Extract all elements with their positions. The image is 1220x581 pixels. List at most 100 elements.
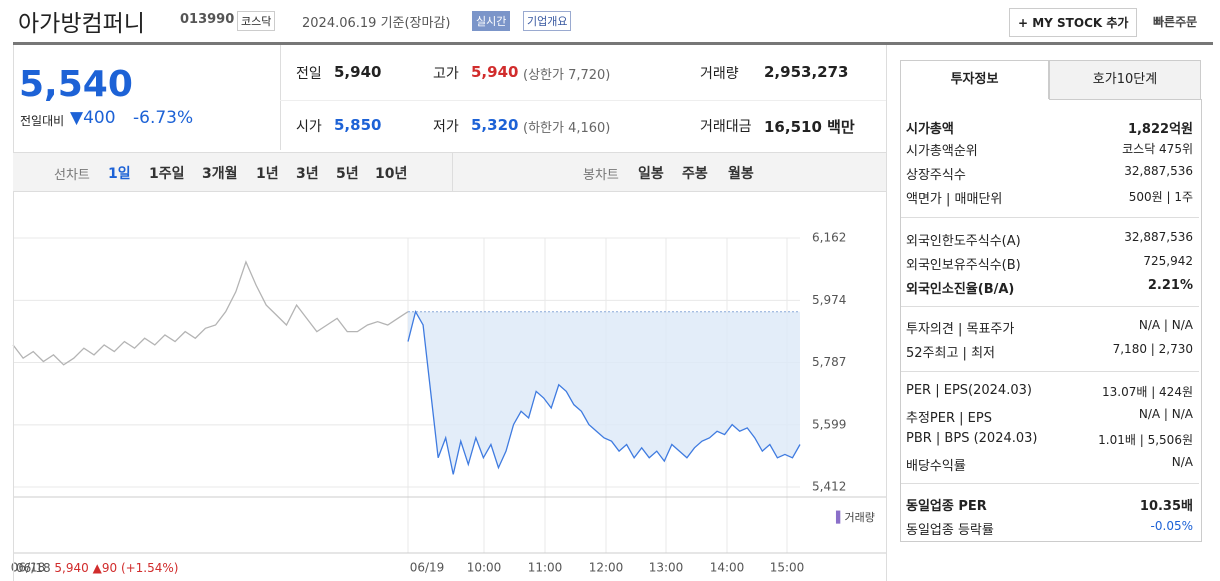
y-tick-label: 6,162 (812, 231, 846, 245)
x-tick-label: 15:00 (770, 561, 805, 575)
candle-button[interactable]: 월봉 (728, 166, 754, 182)
summary-value: 2,953,273 (764, 63, 849, 81)
y-tick-label: 5,412 (812, 480, 846, 494)
info-value: 10.35배 (1139, 499, 1193, 514)
period-button[interactable]: 1주일 (149, 166, 185, 182)
candle-button[interactable]: 주봉 (682, 166, 708, 182)
x-tick-label: 14:00 (710, 561, 745, 575)
volume-label-text: 거래량 (844, 511, 875, 524)
info-row: 추정PER | EPS N/A | N/A (906, 407, 1193, 427)
info-row: 투자의견 | 목표주가 N/A | N/A (906, 318, 1193, 338)
info-label: 외국인보유주식수(B) (906, 258, 1021, 273)
summary-extra: (하한가 4,160) (523, 121, 611, 136)
chart: 5,412 5,599 5,787 5,974 6,162 06/18 06/19 10:00… (11, 231, 887, 575)
summary-box (280, 45, 887, 150)
summary-value: 5,850 (334, 116, 382, 134)
toolbar-label: 선차트 (54, 168, 90, 183)
current-price: 5,540 (19, 64, 133, 105)
info-label: 투자의견 | 목표주가 (906, 322, 1015, 337)
summary-label: 고가 (433, 66, 459, 82)
realtime-button[interactable]: 실시간 (472, 11, 511, 31)
toolbar-label: 봉차트 (583, 168, 619, 183)
y-tick-label: 5,974 (812, 293, 846, 307)
side-sep (901, 217, 1199, 218)
info-value: 7,180 | 2,730 (1112, 342, 1193, 356)
summary-label: 전일 (296, 66, 322, 82)
period-button[interactable]: 1년 (256, 166, 279, 182)
summary-label: 거래대금 (700, 119, 752, 135)
side-sep (901, 483, 1199, 484)
info-row: 외국인소진율(B/A) 2.21% (906, 278, 1193, 298)
quick-order[interactable]: 빠른주문 (1153, 15, 1198, 29)
period-button[interactable]: 1일 (108, 166, 131, 182)
candle-button[interactable]: 일봉 (638, 166, 664, 182)
info-value: N/A | N/A (1138, 407, 1193, 421)
info-row: PER | EPS(2024.03) 13.07배 | 424원 (906, 383, 1193, 403)
summary-label: 거래량 (700, 66, 739, 82)
info-row: 외국인한도주식수(A) 32,887,536 (906, 230, 1193, 250)
info-value: -0.05% (1150, 519, 1193, 533)
toolbar-sep (452, 152, 453, 192)
info-label: 액면가 | 매매단위 (906, 192, 1003, 207)
info-value: 32,887,536 (1124, 230, 1193, 244)
info-row: 동일업종 등락률 -0.05% (906, 519, 1193, 539)
summary-label: 시가 (296, 119, 322, 135)
info-value: N/A (1171, 455, 1193, 469)
toolbar (13, 152, 886, 192)
change: ▼400 (70, 108, 116, 128)
info-label: 시가총액 (906, 122, 954, 137)
summary-value: 5,320 (471, 116, 519, 134)
info-value: 1.01배 | 5,506원 (1098, 433, 1193, 447)
info-label: PBR | BPS (2024.03) (906, 431, 1038, 446)
info-value: 2.21% (1147, 278, 1193, 293)
info-row: 시가총액순위 코스닥 475위 (906, 140, 1193, 160)
info-label: 동일업종 등락률 (906, 523, 994, 538)
period-button[interactable]: 3년 (296, 166, 319, 182)
info-value: 32,887,536 (1124, 164, 1193, 178)
info-row: 배당수익률 N/A (906, 455, 1193, 475)
info-label: PER | EPS(2024.03) (906, 383, 1032, 398)
period-button[interactable]: 10년 (375, 166, 408, 182)
info-label: 52주최고 | 최저 (906, 346, 995, 361)
y-tick-label: 5,787 (812, 355, 846, 369)
x-tick-label: 12:00 (589, 561, 624, 575)
price-line (407, 309, 801, 475)
divider (13, 42, 1213, 45)
market-badge: 코스닥 (237, 11, 276, 31)
overview-button[interactable]: 기업개요 (523, 11, 572, 31)
footer: 06/18 5,940 ▲90 (+1.54%) (16, 561, 178, 575)
info-value: 13.07배 | 424원 (1101, 385, 1193, 399)
side-sep (901, 306, 1199, 307)
x-tick-label: 06/18 (11, 561, 46, 575)
info-label: 시가총액순위 (906, 144, 978, 159)
summary-value: 5,940 (471, 63, 519, 81)
summary-value: 16,510 백만 (764, 118, 855, 136)
footer-rate: (+1.54%) (120, 561, 179, 575)
date: 2024.06.19 기준(장마감) (302, 16, 451, 31)
period-button[interactable]: 3개월 (202, 166, 238, 182)
tab[interactable]: 호가10단계 (1049, 60, 1201, 100)
info-label: 상장주식수 (906, 168, 966, 183)
info-row: PBR | BPS (2024.03) 1.01배 | 5,506원 (906, 431, 1193, 451)
x-tick-label: 13:00 (649, 561, 684, 575)
change-rate: -6.73% (133, 108, 194, 128)
info-row: 외국인보유주식수(B) 725,942 (906, 254, 1193, 274)
summary-value: 5,940 (334, 63, 382, 81)
info-row: 액면가 | 매매단위 500원 | 1주 (906, 188, 1193, 208)
main-panel (13, 45, 887, 581)
change-label: 전일대비 (20, 114, 65, 128)
footer-price: 5,940 (54, 561, 89, 575)
info-value: 1,822억원 (1127, 122, 1193, 137)
info-value: 725,942 (1143, 254, 1193, 268)
side-panel (900, 99, 1202, 542)
y-tick-label: 5,599 (812, 417, 846, 431)
period-button[interactable]: 5년 (336, 166, 359, 182)
info-label: 외국인한도주식수(A) (906, 234, 1021, 249)
info-value: 코스닥 475위 (1122, 142, 1193, 156)
tab-active[interactable]: 투자정보 (900, 60, 1049, 99)
x-tick-label: 06/19 (410, 561, 445, 575)
stock-code: 013990 (180, 12, 235, 27)
my-stock-button[interactable]: + MY STOCK 추가 (1009, 8, 1138, 37)
info-label: 배당수익률 (906, 459, 966, 474)
